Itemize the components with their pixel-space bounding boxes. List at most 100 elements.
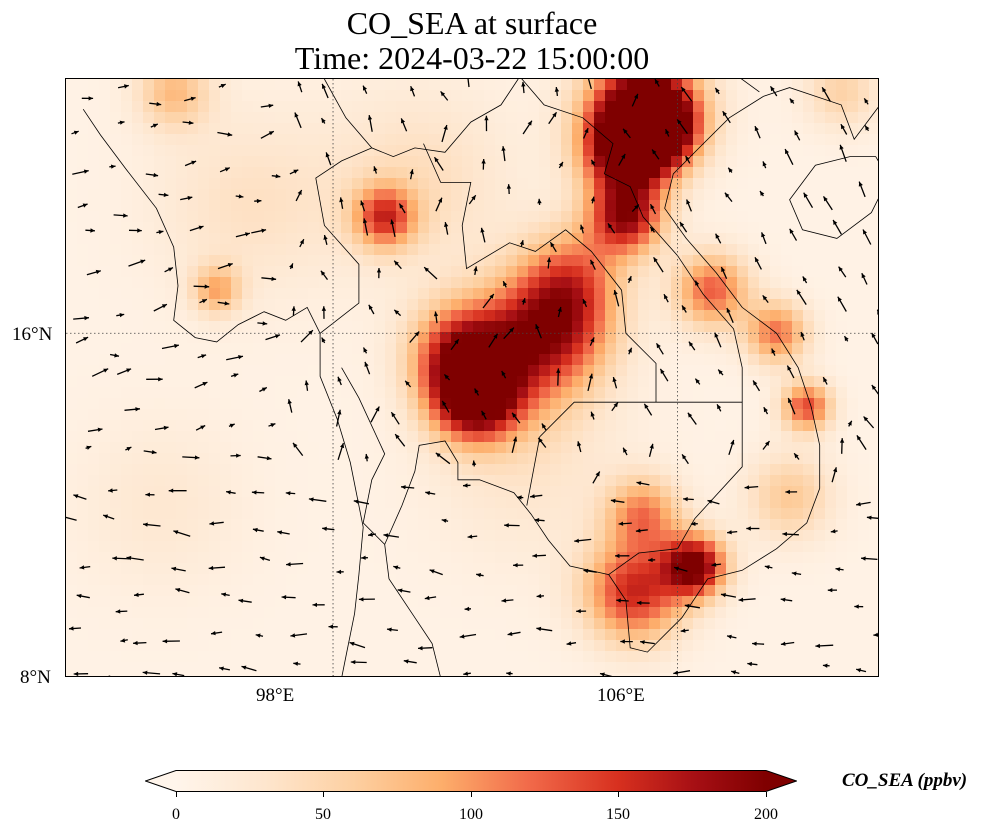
field-cell bbox=[770, 321, 782, 333]
field-cell bbox=[649, 211, 661, 223]
field-cell bbox=[627, 343, 639, 355]
field-cell bbox=[440, 233, 452, 245]
field-cell bbox=[396, 519, 408, 531]
field-cell bbox=[737, 640, 749, 652]
field-cell bbox=[297, 574, 309, 586]
field-cell bbox=[418, 343, 430, 355]
field-cell bbox=[759, 629, 771, 641]
field-cell bbox=[231, 409, 243, 421]
field-cell bbox=[297, 442, 309, 454]
field-cell bbox=[154, 662, 166, 674]
field-cell bbox=[517, 266, 529, 278]
field-cell bbox=[616, 420, 628, 432]
field-cell bbox=[319, 574, 331, 586]
field-cell bbox=[308, 497, 320, 509]
field-cell bbox=[253, 596, 265, 608]
field-cell bbox=[759, 563, 771, 575]
field-cell bbox=[429, 475, 441, 487]
field-cell bbox=[231, 398, 243, 410]
field-cell bbox=[836, 673, 848, 676]
field-cell bbox=[759, 299, 771, 311]
field-cell bbox=[759, 475, 771, 487]
field-cell bbox=[264, 585, 276, 597]
field-cell bbox=[869, 354, 878, 366]
field-cell bbox=[737, 453, 749, 465]
field-cell bbox=[319, 508, 331, 520]
wind-arrow-head bbox=[664, 294, 668, 300]
field-cell bbox=[814, 145, 826, 157]
field-cell bbox=[473, 101, 485, 113]
wind-arrow-head bbox=[847, 420, 852, 426]
field-cell bbox=[341, 486, 353, 498]
field-cell bbox=[209, 321, 221, 333]
field-cell bbox=[869, 134, 878, 146]
wind-arrow-head bbox=[623, 447, 628, 453]
wind-arrow-head bbox=[200, 425, 206, 430]
field-cell bbox=[550, 563, 562, 575]
field-cell bbox=[165, 673, 177, 676]
field-cell bbox=[88, 442, 100, 454]
wind-arrow-head bbox=[464, 606, 470, 612]
field-cell bbox=[132, 244, 144, 256]
field-cell bbox=[693, 541, 705, 553]
field-cell bbox=[473, 541, 485, 553]
field-cell bbox=[539, 464, 551, 476]
field-cell bbox=[594, 651, 606, 663]
field-cell bbox=[341, 618, 353, 630]
field-cell bbox=[649, 145, 661, 157]
field-cell bbox=[715, 156, 727, 168]
field-cell bbox=[847, 420, 859, 432]
field-cell bbox=[253, 321, 265, 333]
field-cell bbox=[748, 651, 760, 663]
field-cell bbox=[275, 530, 287, 542]
field-cell bbox=[363, 596, 375, 608]
field-cell bbox=[440, 629, 452, 641]
field-cell bbox=[220, 563, 232, 575]
field-cell bbox=[858, 321, 870, 333]
field-cell bbox=[77, 651, 89, 663]
wind-arrow-head bbox=[621, 153, 626, 159]
wind-arrow-head bbox=[299, 239, 304, 245]
field-cell bbox=[451, 244, 463, 256]
field-cell bbox=[66, 596, 78, 608]
field-cell bbox=[407, 310, 419, 322]
field-cell bbox=[462, 442, 474, 454]
wind-arrow-head bbox=[376, 268, 382, 273]
field-cell bbox=[770, 123, 782, 135]
field-cell bbox=[671, 530, 683, 542]
field-cell bbox=[825, 464, 837, 476]
field-cell bbox=[803, 222, 815, 234]
field-cell bbox=[341, 662, 353, 674]
field-cell bbox=[198, 211, 210, 223]
field-cell bbox=[121, 376, 133, 388]
field-cell bbox=[616, 508, 628, 520]
field-cell bbox=[583, 343, 595, 355]
field-cell bbox=[605, 442, 617, 454]
field-cell bbox=[814, 332, 826, 344]
field-cell bbox=[737, 442, 749, 454]
wind-arrow-head bbox=[755, 257, 759, 263]
field-cell bbox=[132, 420, 144, 432]
field-cell bbox=[539, 431, 551, 443]
field-cell bbox=[440, 310, 452, 322]
field-cell bbox=[539, 343, 551, 355]
field-cell bbox=[429, 101, 441, 113]
field-cell bbox=[473, 673, 485, 676]
field-cell bbox=[825, 508, 837, 520]
field-cell bbox=[539, 640, 551, 652]
field-cell bbox=[462, 211, 474, 223]
field-cell bbox=[616, 211, 628, 223]
field-cell bbox=[253, 112, 265, 124]
field-cell bbox=[495, 387, 507, 399]
field-cell bbox=[781, 673, 793, 676]
field-cell bbox=[484, 79, 496, 91]
wind-arrow-head bbox=[360, 200, 365, 206]
field-cell bbox=[165, 244, 177, 256]
field-cell bbox=[396, 431, 408, 443]
field-cell bbox=[286, 354, 298, 366]
field-cell bbox=[726, 79, 738, 91]
field-cell bbox=[99, 585, 111, 597]
border-myanmar-thailand-south bbox=[341, 367, 386, 545]
field-cell bbox=[627, 255, 639, 267]
field-cell bbox=[374, 288, 386, 300]
